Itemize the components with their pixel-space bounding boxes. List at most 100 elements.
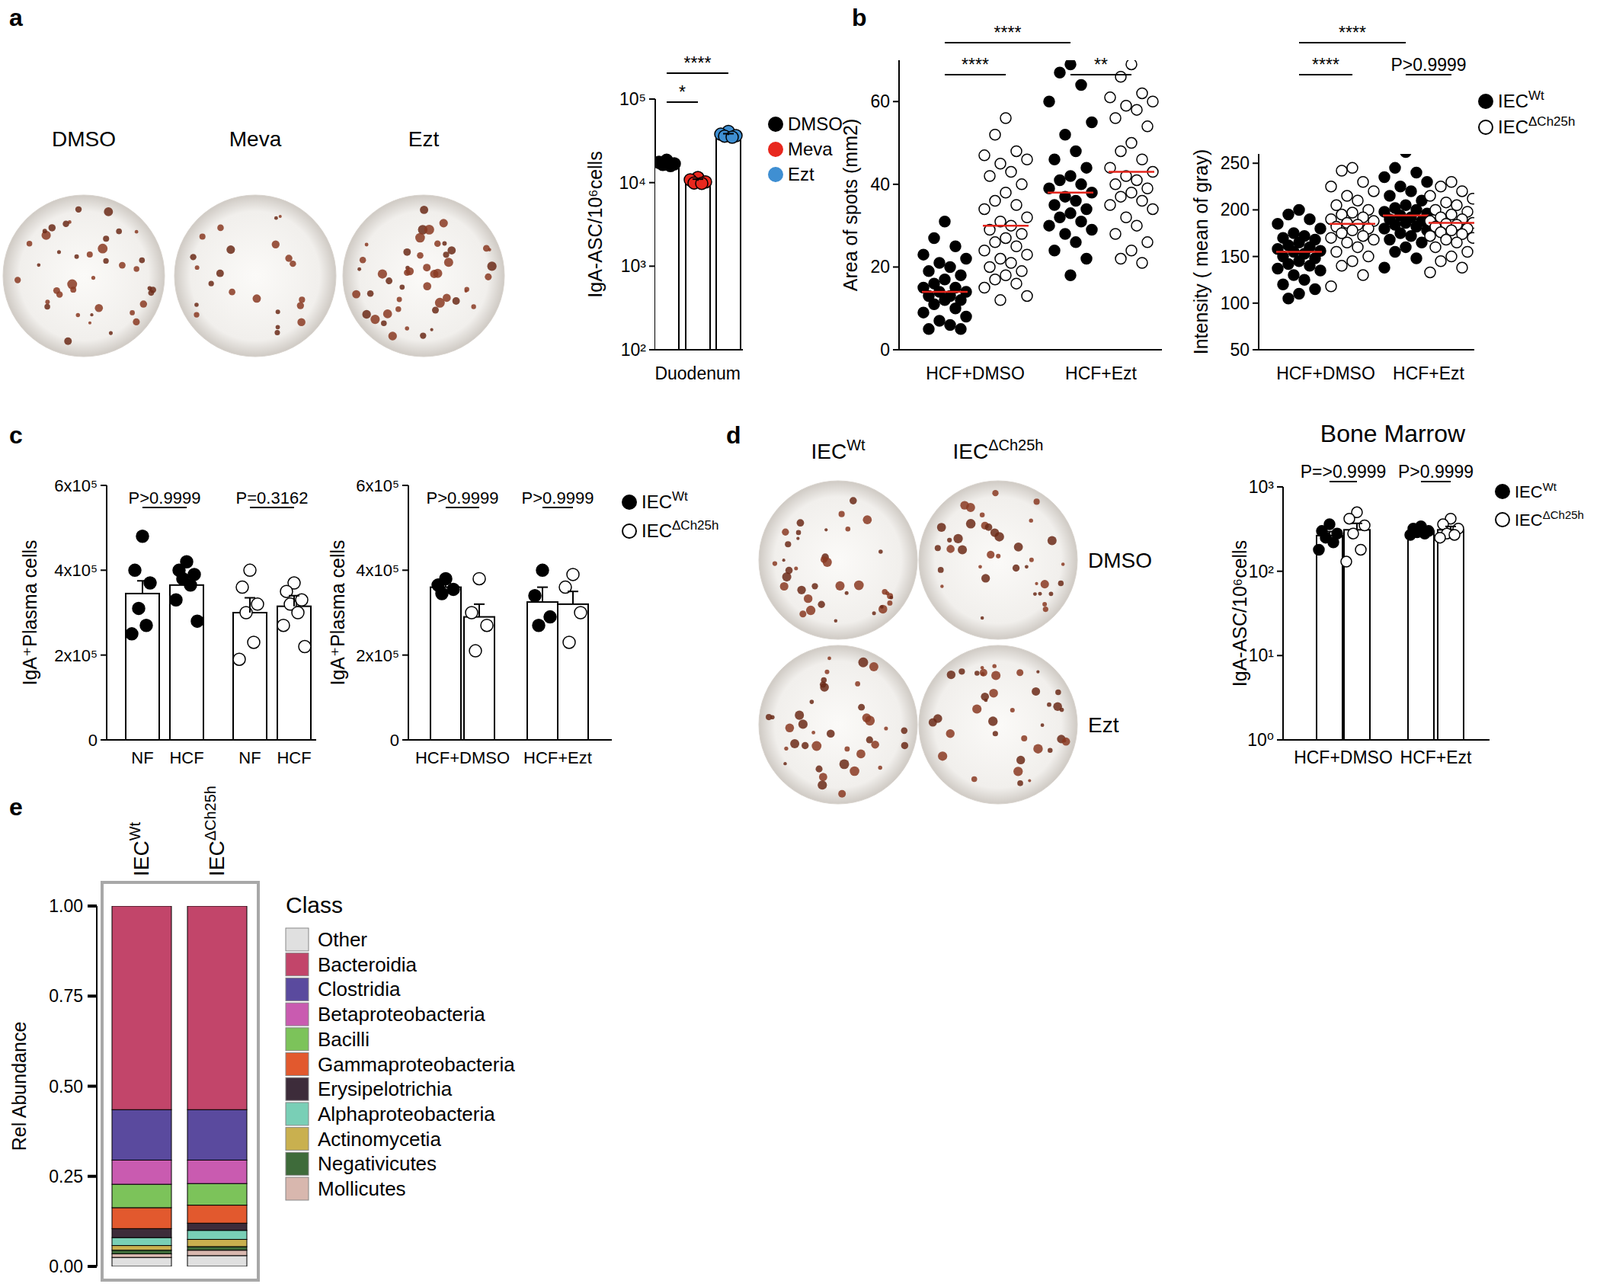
legend: IECWtIECΔCh25h	[1478, 88, 1575, 138]
elispot-well	[174, 195, 336, 357]
stacked-segment	[187, 1230, 247, 1240]
point	[1341, 236, 1353, 248]
point	[1440, 234, 1452, 246]
spot	[1020, 735, 1028, 742]
point	[1446, 176, 1457, 188]
spot	[447, 246, 456, 255]
point	[1440, 197, 1452, 208]
spot	[76, 313, 80, 317]
point	[1293, 288, 1305, 300]
significance-label: P>0.9999	[426, 488, 500, 508]
spot	[790, 739, 800, 749]
point	[1272, 263, 1284, 275]
point	[1384, 234, 1396, 246]
point	[1395, 227, 1406, 239]
spot	[986, 550, 995, 559]
spot	[1055, 689, 1062, 696]
text-part: IEC	[953, 439, 989, 464]
legend-marker	[768, 117, 783, 132]
point	[243, 563, 256, 576]
spot	[974, 670, 980, 676]
point	[1340, 556, 1352, 567]
spot	[434, 240, 442, 248]
spot	[133, 265, 140, 272]
text-part: IEC	[1514, 510, 1543, 530]
error-bar	[185, 576, 188, 586]
spot	[957, 544, 967, 554]
legend-swatch	[285, 1077, 309, 1101]
spot	[297, 317, 306, 327]
spot	[429, 269, 439, 279]
point	[1147, 96, 1159, 107]
point	[960, 311, 972, 323]
spot	[994, 531, 1005, 542]
spot	[966, 502, 976, 512]
spot	[934, 544, 941, 551]
spot	[985, 523, 993, 532]
spot	[849, 766, 860, 777]
spot	[947, 537, 952, 543]
legend-label: Alphaproteobacteria	[317, 1102, 496, 1126]
point	[989, 274, 1001, 285]
spot	[1049, 591, 1054, 596]
point	[1054, 67, 1066, 78]
x-tick-label: HCF+Ezt	[1400, 747, 1473, 768]
spot	[816, 765, 823, 773]
point	[544, 611, 557, 624]
spot	[1033, 592, 1037, 596]
spot	[857, 704, 865, 711]
bar	[685, 180, 711, 350]
spot	[88, 321, 92, 325]
spot	[796, 585, 806, 595]
spot	[352, 290, 361, 299]
stacked-segment	[112, 1237, 172, 1245]
spot	[44, 304, 50, 310]
image-row-label: Ezt	[1088, 713, 1120, 737]
spot	[1027, 779, 1031, 783]
point	[1005, 257, 1017, 269]
spot	[992, 663, 996, 668]
point	[1421, 176, 1433, 188]
panel-label: d	[726, 421, 742, 449]
point	[528, 589, 541, 602]
legend-title: Class	[285, 892, 343, 918]
spot	[1017, 780, 1024, 787]
well	[758, 480, 918, 640]
spot	[796, 530, 802, 536]
point	[1288, 269, 1300, 281]
spot	[988, 716, 998, 726]
legend-label: Bacilli	[317, 1027, 370, 1051]
y-axis-title: Area of spots (mm2)	[839, 118, 861, 292]
point	[979, 282, 990, 294]
point	[480, 619, 493, 632]
point	[1131, 104, 1143, 116]
spot	[252, 294, 262, 303]
point	[1389, 246, 1401, 258]
mean-line	[1108, 170, 1155, 173]
legend-label: Meva	[787, 138, 833, 160]
point	[1456, 185, 1468, 197]
spot	[845, 526, 852, 532]
legend: IECWtIECΔCh25h	[1495, 480, 1584, 530]
superscript: ΔCh25h	[1528, 114, 1575, 129]
spot	[484, 273, 492, 281]
point	[979, 203, 990, 215]
point	[1315, 265, 1326, 276]
spot	[937, 522, 947, 532]
spot	[1024, 564, 1029, 569]
point	[1434, 532, 1446, 544]
point	[984, 261, 996, 272]
x-tick-label: NF	[131, 748, 154, 768]
spot	[1038, 592, 1043, 596]
stacked-segment	[187, 1222, 247, 1230]
spot	[1043, 606, 1049, 612]
point	[1283, 293, 1294, 304]
bar	[716, 134, 741, 350]
point	[918, 249, 929, 260]
spot	[361, 310, 371, 319]
y-tick	[402, 484, 409, 487]
legend-label: DMSO	[787, 113, 843, 135]
axes: 10⁰10¹10²10³IgA-ASC/10⁶cellsBone Marrow	[1228, 419, 1490, 750]
spot	[981, 573, 990, 583]
spot	[377, 268, 388, 279]
